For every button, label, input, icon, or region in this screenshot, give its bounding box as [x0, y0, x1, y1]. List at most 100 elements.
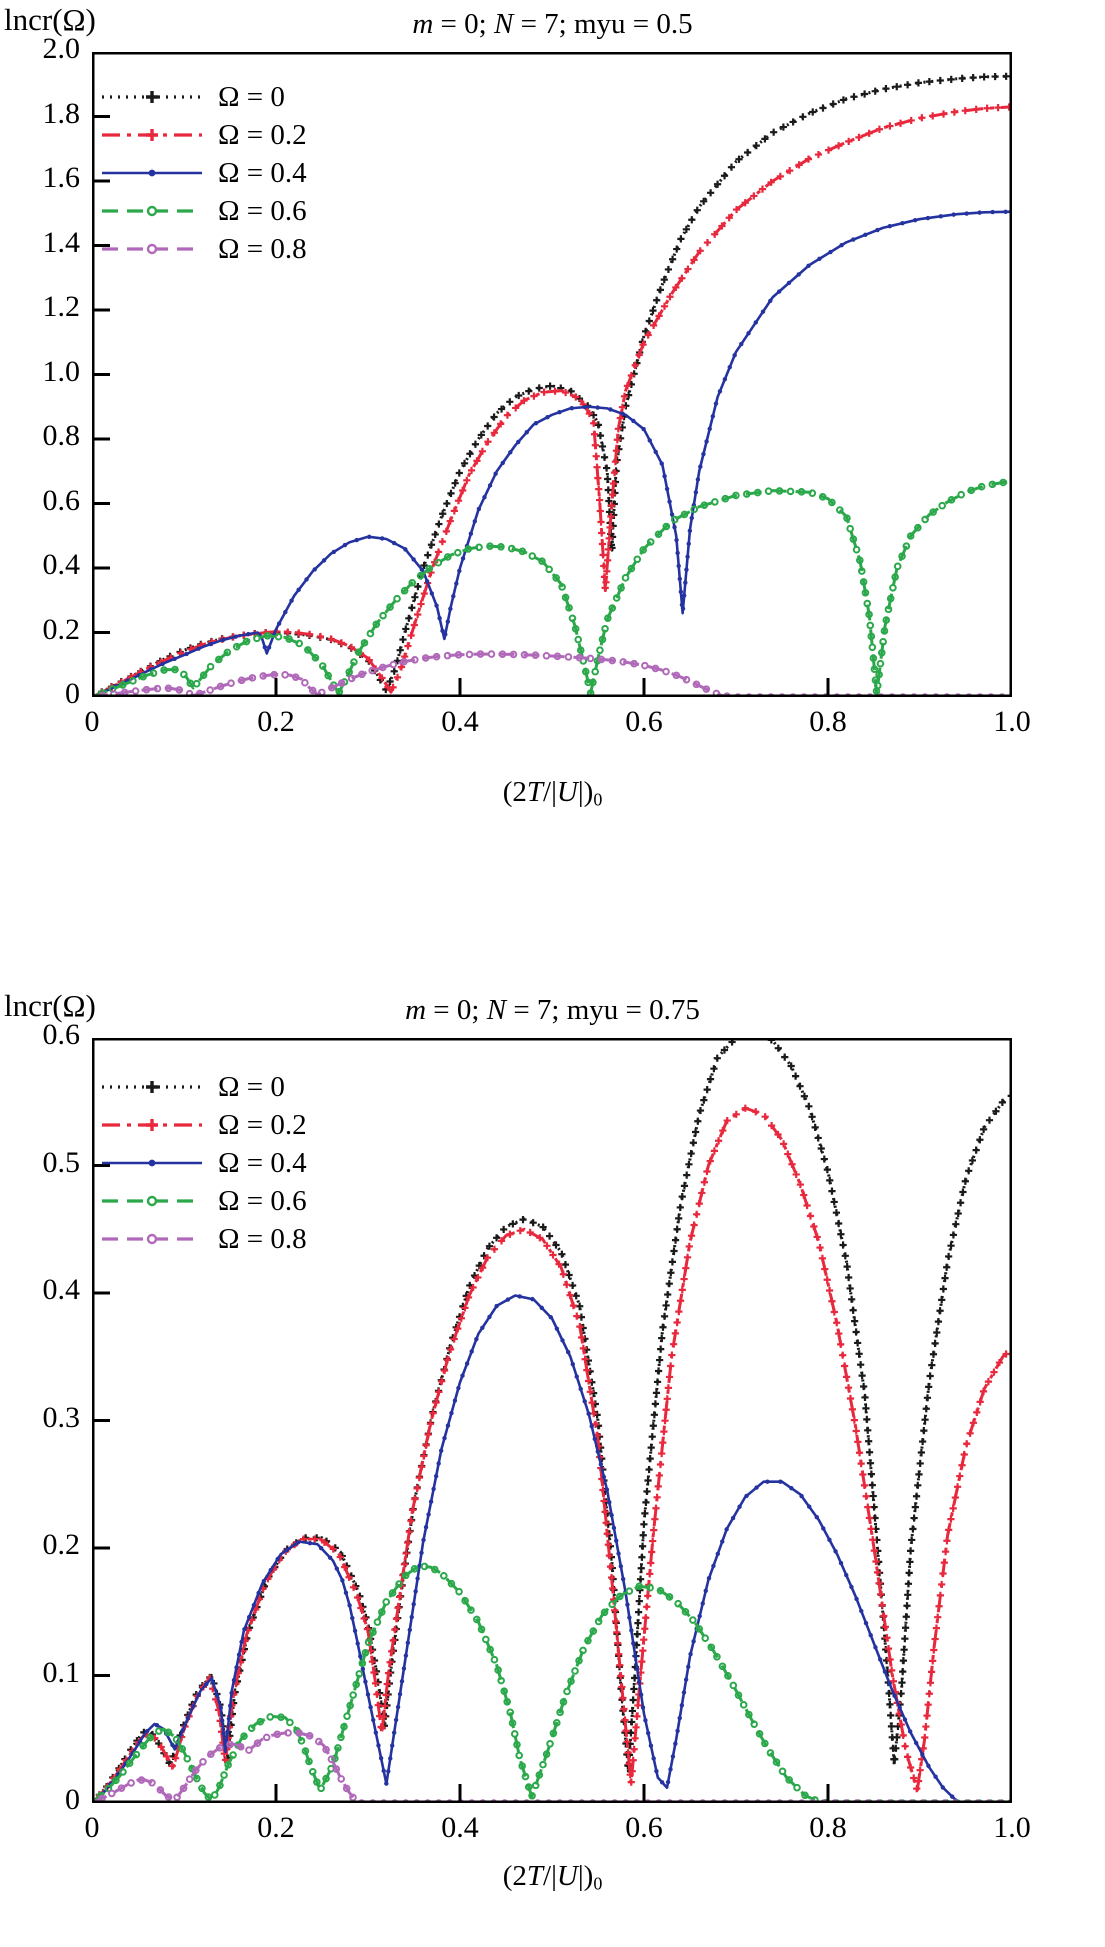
- data-point-marker: [641, 1509, 649, 1517]
- data-point-marker: [367, 534, 372, 540]
- data-point-marker: [509, 650, 518, 659]
- data-point-marker: [926, 1763, 931, 1769]
- data-point-marker: [609, 479, 618, 488]
- data-point-marker: [676, 1203, 684, 1212]
- data-point-marker: [347, 674, 356, 683]
- legend-item-0[interactable]: Ω = 0: [100, 78, 307, 116]
- data-point-marker: [616, 1592, 624, 1601]
- data-point-marker: [520, 397, 528, 405]
- legend-item-4[interactable]: Ω = 0.8: [100, 1220, 307, 1258]
- data-point-marker: [653, 296, 661, 304]
- data-point-marker: [389, 1636, 397, 1645]
- data-point-marker: [357, 1799, 366, 1803]
- data-point-marker: [861, 90, 869, 98]
- data-point-marker: [358, 1659, 367, 1668]
- data-point-marker: [528, 552, 537, 560]
- data-point-marker: [681, 593, 687, 598]
- data-point-marker: [873, 681, 882, 690]
- data-point-marker: [631, 1641, 636, 1646]
- data-point-marker: [852, 1328, 860, 1336]
- data-point-marker: [742, 490, 751, 498]
- legend-swatch-dotted-icon: [100, 86, 204, 108]
- data-point-marker: [830, 1308, 838, 1316]
- data-point-marker: [283, 609, 288, 615]
- data-point-marker: [411, 1602, 416, 1607]
- data-point-marker: [876, 659, 885, 668]
- data-point-marker: [842, 1373, 851, 1381]
- data-point-marker: [304, 646, 312, 654]
- data-point-marker: [539, 1223, 547, 1231]
- data-point-marker: [435, 520, 443, 528]
- data-point-marker: [413, 1589, 418, 1594]
- series-line: [92, 1564, 1012, 1803]
- data-point-marker: [693, 1210, 701, 1218]
- x-tick-label: 0.4: [441, 705, 479, 738]
- data-point-marker: [407, 631, 415, 640]
- data-point-marker: [440, 1571, 448, 1580]
- data-point-marker: [983, 104, 991, 112]
- data-point-marker: [869, 1492, 877, 1500]
- data-point-marker: [725, 214, 733, 222]
- data-point-marker: [490, 429, 498, 437]
- data-point-marker: [503, 411, 512, 419]
- data-point-marker: [607, 512, 615, 521]
- data-point-marker: [859, 1608, 864, 1614]
- data-point-marker: [610, 469, 619, 477]
- legend-item-4[interactable]: Ω = 0.8: [100, 230, 307, 268]
- legend-item-1[interactable]: Ω = 0.2: [100, 1106, 307, 1144]
- data-point-marker: [900, 221, 905, 226]
- data-point-marker: [448, 606, 453, 612]
- data-point-marker: [931, 1635, 939, 1643]
- data-point-marker: [349, 1793, 357, 1802]
- data-point-marker: [801, 1791, 809, 1800]
- data-point-marker: [507, 544, 516, 553]
- legend-item-1[interactable]: Ω = 0.2: [100, 116, 307, 154]
- data-point-marker: [667, 1362, 675, 1370]
- data-point-marker: [899, 1657, 908, 1665]
- data-point-marker: [672, 283, 680, 292]
- x-tick-label: 0.6: [625, 705, 663, 738]
- data-point-marker: [420, 1562, 429, 1571]
- title-m-symbol: m: [405, 994, 427, 1026]
- data-point-marker: [528, 1791, 536, 1800]
- data-point-marker: [958, 74, 966, 82]
- data-point-marker: [688, 216, 696, 224]
- legend-item-2[interactable]: Ω = 0.4: [100, 154, 307, 192]
- data-point-marker: [780, 1140, 788, 1148]
- data-point-marker: [586, 1411, 591, 1416]
- data-point-marker: [589, 678, 597, 687]
- data-point-marker: [866, 693, 874, 697]
- data-point-marker: [354, 648, 363, 656]
- data-point-marker: [331, 549, 337, 555]
- data-point-marker: [663, 1395, 671, 1403]
- data-point-marker: [731, 1799, 740, 1803]
- data-point-marker: [357, 1604, 365, 1612]
- data-point-marker: [622, 1727, 630, 1735]
- data-point-marker: [683, 1253, 692, 1261]
- data-point-marker: [803, 1201, 811, 1210]
- data-point-marker: [671, 1329, 679, 1337]
- data-point-marker: [320, 1538, 329, 1546]
- data-point-marker: [337, 679, 346, 687]
- data-point-marker: [612, 447, 620, 455]
- legend-item-0[interactable]: Ω = 0: [100, 1068, 307, 1106]
- legend-item-3[interactable]: Ω = 0.6: [100, 1182, 307, 1220]
- data-point-marker: [633, 555, 642, 564]
- data-point-marker: [859, 578, 868, 586]
- data-point-marker: [542, 651, 551, 660]
- data-point-marker: [639, 1647, 647, 1655]
- data-point-marker: [447, 1345, 455, 1354]
- data-point-marker: [595, 1449, 601, 1454]
- data-point-marker: [574, 635, 583, 644]
- data-point-marker: [478, 447, 487, 455]
- data-point-marker: [591, 667, 599, 676]
- data-point-marker: [602, 578, 610, 586]
- data-point-marker: [907, 116, 915, 125]
- data-point-marker: [616, 1661, 624, 1669]
- data-point-marker: [882, 1669, 888, 1674]
- legend-item-2[interactable]: Ω = 0.4: [100, 1144, 307, 1182]
- data-point-marker: [992, 1107, 1000, 1115]
- legend-item-3[interactable]: Ω = 0.6: [100, 192, 307, 230]
- data-point-marker: [947, 1515, 955, 1523]
- data-point-marker: [538, 557, 546, 565]
